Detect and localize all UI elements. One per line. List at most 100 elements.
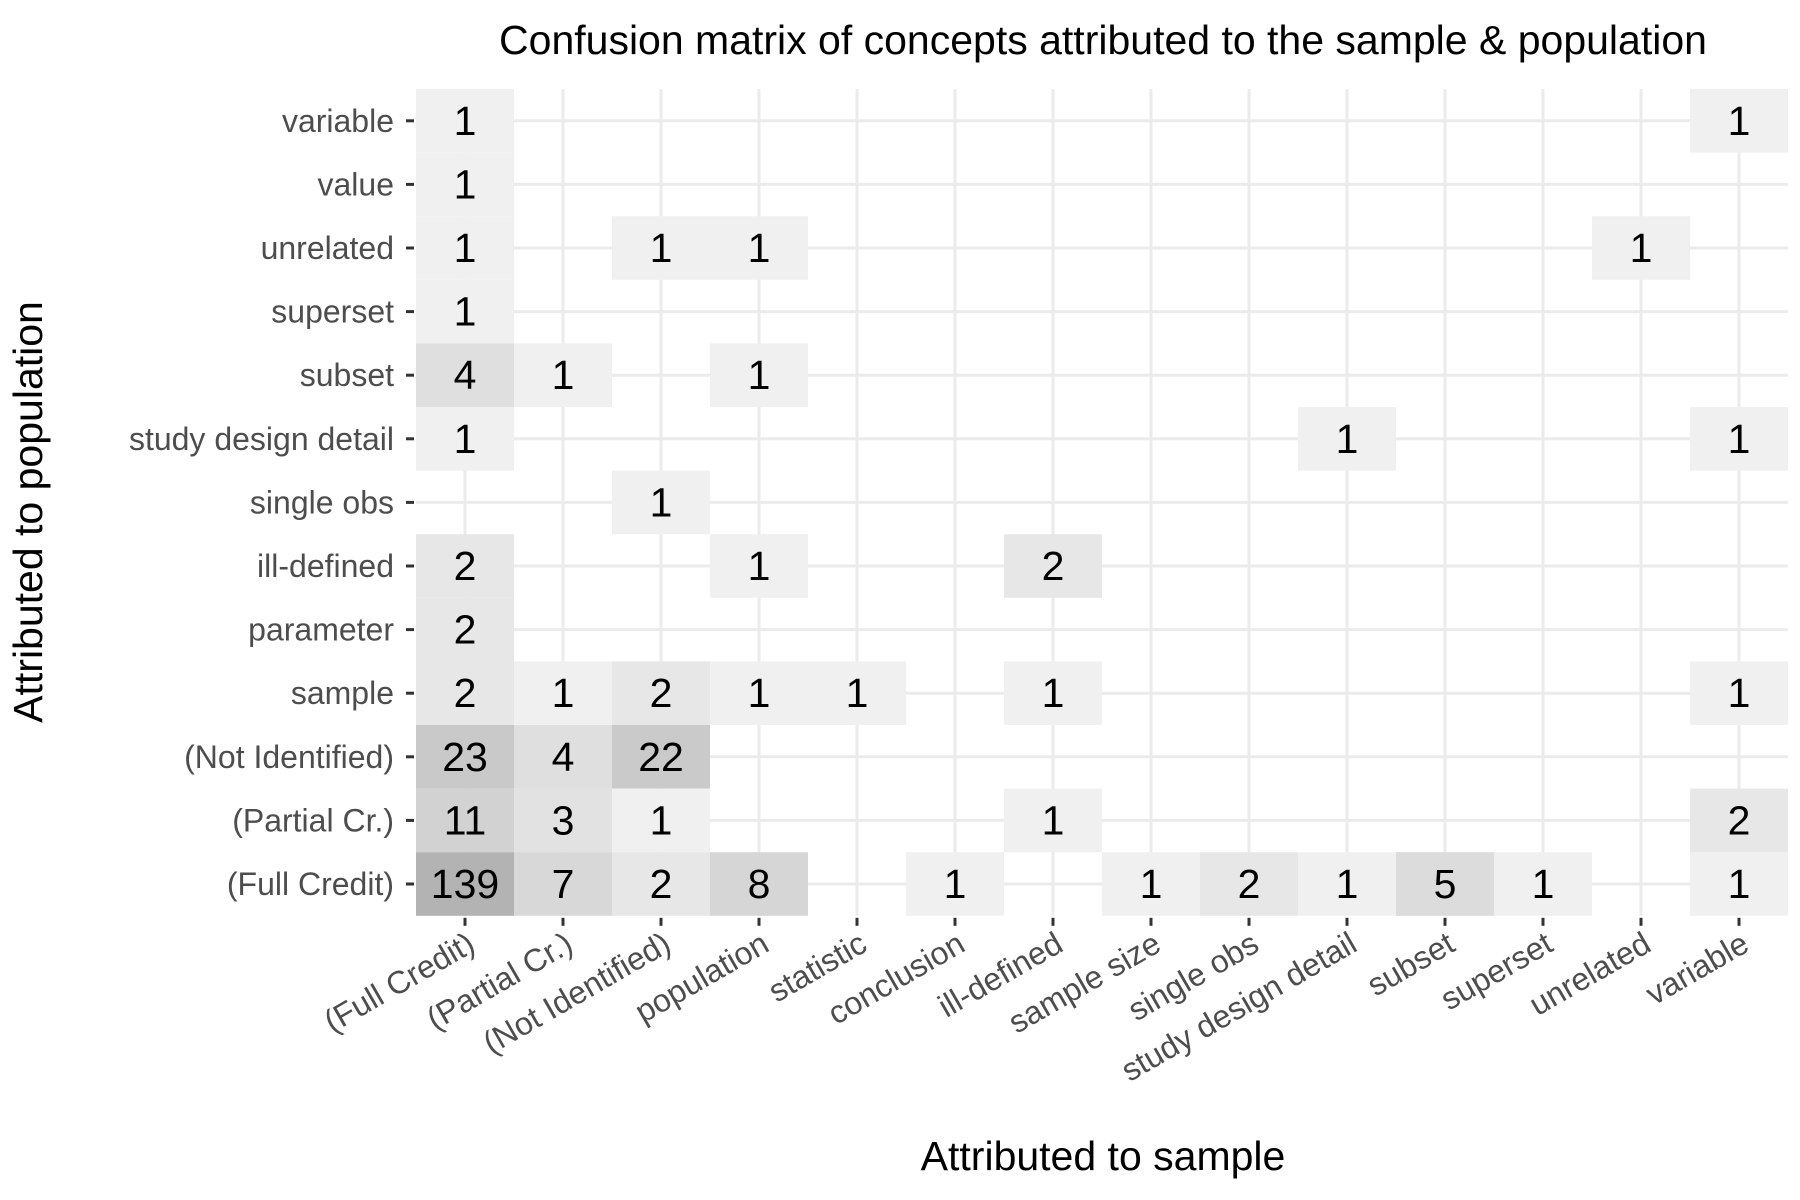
cell-value-label: 1 [650,797,673,843]
y-tick-label-subset: subset [300,357,394,393]
cell-value-label: 1 [454,161,477,207]
heatmap-cell [1200,852,1298,916]
cell-value-label: 2 [650,861,673,907]
y-tick-label-sample: sample [291,675,394,711]
cell-value-label: 1 [748,670,771,716]
cell-value-label: 1 [454,416,477,462]
heatmap-cell [416,343,514,407]
cell-value-label: 1 [1042,797,1065,843]
cell-value-label: 2 [1042,543,1065,589]
heatmap-cell [514,661,612,725]
cell-value-label: 1 [454,225,477,271]
cell-value-label: 1 [748,352,771,398]
heatmap-cell [514,788,612,853]
cell-value-label: 1 [454,98,477,144]
heatmap-cells [416,89,1788,916]
x-tick-label-variable: variable [1639,925,1754,1012]
cell-value-label: 3 [552,797,575,843]
cell-value-label: 1 [1140,861,1163,907]
cell-value-label: 11 [444,797,487,843]
heatmap-cell [1396,852,1494,916]
y-axis-ticks: (Full Credit) (Partial Cr.) (Not Identifie… [129,103,414,902]
cell-value-label: 4 [552,734,575,780]
cell-value-label: 1 [454,289,477,335]
heatmap-cell [612,852,710,916]
heatmap-cell [416,534,514,598]
cell-value-label: 2 [1728,797,1751,843]
heatmap-cell [416,89,514,153]
y-tick-label-full-credit: (Full Credit) [227,866,394,902]
y-tick-label-single-obs: single obs [250,484,394,520]
heatmap-cell [710,216,808,280]
heatmap-cell [710,534,808,598]
cell-value-label: 1 [1728,670,1751,716]
cell-value-label: 1 [1336,861,1359,907]
y-tick-label-partial-cr: (Partial Cr.) [232,802,394,838]
heatmap-cell [710,343,808,407]
heatmap-cell [416,852,514,916]
heatmap-cell [710,852,808,916]
cell-value-label: 1 [748,225,771,271]
y-tick-label-unrelated: unrelated [261,230,394,266]
heatmap-cell [1690,852,1788,916]
heatmap-cell [416,279,514,344]
cell-value-label: 1 [1042,670,1065,716]
heatmap-cell [416,216,514,280]
cell-value-label: 7 [552,861,575,907]
heatmap-cell [1494,852,1592,916]
cell-value-label: 1 [944,861,967,907]
heatmap-cell [514,343,612,407]
heatmap-cell [710,661,808,725]
heatmap-cell [612,725,710,789]
cell-value-label: 8 [748,861,771,907]
cell-value-label: 1 [650,225,673,271]
x-axis-ticks: (Full Credit)(Partial Cr.)(Not Identifie… [318,917,1755,1088]
cell-value-label: 2 [454,607,477,653]
heatmap-cell [416,597,514,662]
cell-value-label: 23 [442,734,488,780]
x-axis-title: Attributed to sample [921,1133,1286,1179]
heatmap-cell [514,852,612,916]
cell-value-label: 2 [454,543,477,589]
y-axis-title: Attributed to population [5,301,51,723]
y-tick-label-not-identified: (Not Identified) [184,739,394,775]
heatmap-cell [416,788,514,853]
heatmap-cell [1690,89,1788,153]
cell-value-label: 1 [1630,225,1653,271]
y-tick-label-parameter: parameter [248,612,394,648]
cell-value-label: 1 [748,543,771,589]
heatmap-cell [1004,534,1102,598]
y-tick-label-variable: variable [282,103,394,139]
heatmap-cell [1004,661,1102,725]
cell-value-label: 1 [1728,416,1751,462]
cell-value-label: 1 [1728,98,1751,144]
heatmap-cell [1690,788,1788,853]
heatmap-cell [1690,407,1788,471]
heatmap-cell [1592,216,1690,280]
heatmap-cell [1298,407,1396,471]
cell-value-label: 2 [650,670,673,716]
y-tick-label-value: value [318,166,395,202]
heatmap-cell [612,661,710,725]
heatmap-cell [808,661,906,725]
cell-value-label: 1 [650,479,673,525]
chart-title: Confusion matrix of concepts attributed … [499,17,1707,63]
heatmap-cell [1690,661,1788,725]
heatmap-cell [612,788,710,853]
heatmap-cell [514,725,612,789]
cell-value-label: 1 [552,352,575,398]
cell-value-label: 2 [1238,861,1261,907]
cell-value-label: 1 [1532,861,1555,907]
heatmap-cell [1298,852,1396,916]
heatmap-cell [906,852,1004,916]
cell-value-label: 1 [1728,861,1751,907]
cell-value-label: 1 [552,670,575,716]
y-tick-label-study-design-detail: study design detail [129,421,394,457]
cell-value-label: 139 [431,861,499,907]
heatmap-cell [1102,852,1200,916]
cell-value-label: 2 [454,670,477,716]
heatmap-cell [416,661,514,725]
cell-value-label: 22 [638,734,684,780]
cell-value-label: 1 [846,670,869,716]
